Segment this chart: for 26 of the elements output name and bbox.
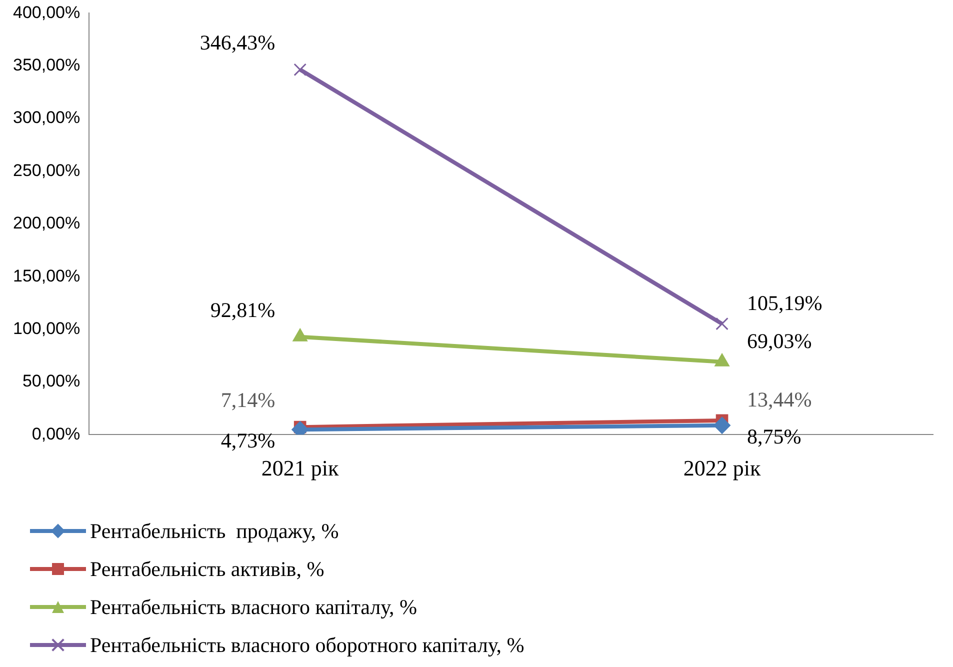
y-tick-label: 200,00% [12,214,80,233]
y-tick-label: 150,00% [12,266,80,286]
data-label: 7,14% [220,388,276,412]
data-label: 8,75% [747,424,802,448]
point [716,317,728,330]
point [294,63,306,76]
y-tick-label: 100,00% [12,318,80,338]
y-tick-label: 300,00% [12,108,80,128]
point [714,416,731,434]
x-tick-label: 2022 рік [683,456,761,481]
data-label: 92,81% [210,298,276,322]
y-tick-label: 50,00% [22,372,80,391]
y-tick-label: 400,00% [12,2,80,22]
legend-label: Рентабельність продажу, % [90,518,339,544]
y-tick-label: 250,00% [12,160,80,180]
x-tick-label: 2021 рік [261,456,340,481]
data-label: 105,19% [747,290,822,315]
data-label: 346,43% [200,30,276,55]
legend-label: Рентабельність власного оборотного капіталу, % [90,632,524,658]
data-label: 69,03% [747,328,812,353]
data-label: 13,44% [747,387,812,412]
y-tick-label: 0,00% [32,424,80,444]
legend-label: Рентабельність власного капіталу, % [90,594,418,620]
legend-label: Рентабельність активів, % [90,556,324,582]
data-label: 4,73% [220,428,276,453]
y-tick-label: 350,00% [12,56,80,75]
